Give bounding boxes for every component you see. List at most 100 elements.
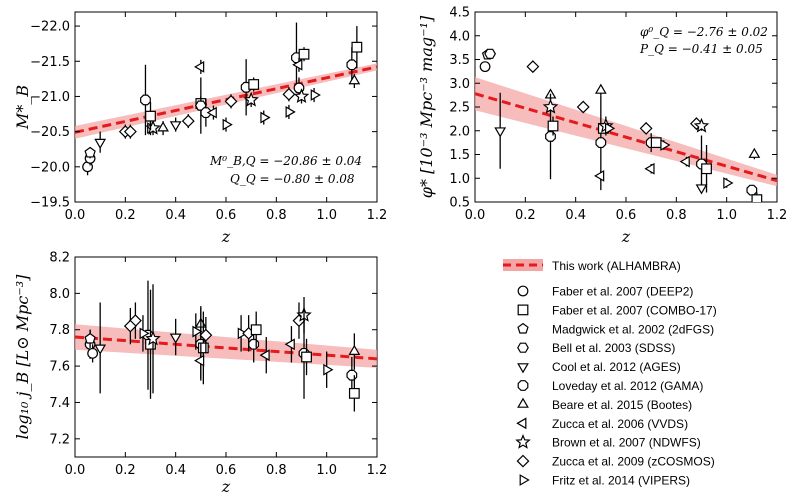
y-tick-label: 8.2	[49, 251, 70, 266]
x-tick-label: 0.2	[515, 208, 536, 223]
data-point-zucca2009	[639, 121, 653, 135]
legend-item-label: Faber et al. 2007 (DEEP2)	[552, 285, 693, 299]
fit-line	[75, 65, 377, 134]
data-point-faber_combo17	[145, 110, 156, 122]
x-tick-label: 0.8	[266, 463, 287, 478]
data-point-zucca2006	[292, 58, 303, 71]
y-tick-label: −21.0	[30, 90, 70, 105]
y-tick-label: 7.8	[49, 323, 70, 338]
data-point-fritz	[604, 122, 616, 135]
data-point-zucca2009	[123, 125, 137, 139]
data-point-fritz	[660, 139, 671, 151]
legend-fit-label: This work (ALHAMBRA)	[552, 259, 681, 273]
panel-phistar: 0.0 0.2 0.4 0.6 0.8 1.0 1.2 0.5 1.0 1.5 2.0 2.5 3.0 3…	[417, 6, 787, 247]
data-point-zucca2006	[194, 354, 205, 367]
y-tick-label: 4.0	[449, 29, 470, 44]
data-point-loveday	[346, 369, 358, 381]
triangle-down-icon	[517, 363, 529, 374]
data-point-beare	[348, 344, 361, 355]
y-axis-label: M*_B	[13, 85, 32, 130]
y-tick-label: 7.2	[49, 432, 70, 447]
data-point-fritz	[323, 363, 334, 376]
data-point-madgwick	[84, 146, 96, 158]
y-tick-label: −19.5	[30, 196, 70, 211]
legend-item-label: Faber et al. 2007 (COMBO-17)	[552, 303, 717, 317]
data-point-zucca2009	[224, 94, 238, 108]
data-point-cool	[94, 138, 107, 149]
data-point-faber_combo17	[250, 324, 262, 336]
legend-item-bell: Bell et al. 2003 (SDSS)	[517, 341, 675, 355]
data-point-faber_combo17	[298, 48, 310, 60]
data-point-fritz	[723, 177, 734, 189]
legend-item-cool: Cool et al. 2012 (AGES)	[517, 360, 681, 374]
x-tick-label: 0.6	[216, 463, 237, 478]
fit-uncertainty-band	[75, 324, 377, 368]
data-point-brown	[145, 330, 161, 346]
x-tick-label: 0.4	[165, 208, 186, 223]
data-point-zucca2009	[181, 114, 195, 128]
legend-item-madgwick: Madgwick et al. 2002 (2dFGS)	[517, 322, 714, 336]
data-point-beare	[594, 83, 607, 94]
x-tick-label: 0.0	[465, 208, 486, 223]
diamond-icon	[516, 454, 530, 468]
y-axis-label: φ* [10⁻³ Mpc⁻³ mag⁻¹]	[417, 15, 436, 198]
legend-item-faber_deep2: Faber et al. 2007 (DEEP2)	[517, 285, 693, 299]
data-point-zucca2006	[594, 169, 605, 182]
data-point-beare	[348, 74, 361, 85]
x-tick-label: 0.4	[565, 208, 586, 223]
legend-item-label: Bell et al. 2003 (SDSS)	[552, 341, 675, 355]
legend-item-label: Beare et al. 2015 (Bootes)	[552, 398, 692, 412]
circle-icon	[517, 285, 529, 297]
data-point-zucca2006	[194, 61, 205, 73]
data-point-cool	[94, 344, 107, 355]
data-point-cool	[494, 127, 507, 138]
data-point-faber_combo17	[701, 163, 712, 175]
data-point-zucca2009	[526, 60, 540, 74]
panel-jb: 0.0 0.2 0.4 0.6 0.8 1.0 1.27.27.47.67.88.08.2 …	[13, 251, 387, 497]
data-point-zucca2006	[644, 162, 655, 175]
x-tick-label: 1.0	[716, 208, 737, 223]
data-point-beare	[748, 147, 761, 158]
x-tick-label: 0.0	[65, 463, 86, 478]
triangle-right-icon	[519, 474, 530, 486]
square-icon	[517, 304, 529, 316]
legend-item-fritz: Fritz et al. 2014 (VIPERS)	[519, 474, 690, 488]
data-point-loveday	[346, 59, 358, 71]
legend-item-faber_combo17: Faber et al. 2007 (COMBO-17)	[517, 303, 717, 317]
legend-item-brown: Brown et al. 2007 (NDWFS)	[515, 434, 701, 450]
x-tick-label: 0.8	[266, 208, 287, 223]
data-point-fritz	[260, 111, 271, 124]
data-point-cool	[169, 121, 182, 132]
legend-item-loveday: Loveday et al. 2012 (GAMA)	[517, 379, 703, 393]
data-point-faber_combo17	[547, 120, 559, 132]
legend: This work (ALHAMBRA) Faber et al. 2007 (…	[503, 259, 717, 488]
data-point-zucca2006	[679, 155, 690, 168]
data-point-zucca2006	[284, 338, 295, 351]
y-tick-label: −20.5	[30, 125, 70, 140]
x-axis-label: z	[221, 227, 231, 246]
data-point-zucca2006	[206, 106, 217, 119]
star-icon	[515, 434, 531, 449]
data-point-fritz	[285, 106, 296, 118]
data-point-zucca2009	[282, 87, 296, 101]
data-point-zucca2009	[199, 328, 213, 342]
data-point-fritz	[139, 327, 150, 340]
data-point-brown	[293, 88, 310, 104]
x-tick-label: 1.2	[367, 208, 388, 223]
x-axis-label: z	[621, 227, 631, 246]
annotation-1: φ⁰_Q = −2.76 ± 0.02	[640, 25, 768, 39]
x-tick-label: 1.2	[767, 208, 788, 223]
data-point-faber_combo17	[751, 194, 763, 202]
data-point-loveday	[746, 184, 758, 196]
data-point-brown	[243, 91, 259, 107]
legend-item-beare: Beare et al. 2015 (Bootes)	[517, 397, 692, 412]
data-point-bell	[484, 48, 496, 59]
data-point-loveday	[200, 107, 212, 119]
data-point-madgwick	[84, 332, 96, 344]
y-tick-label: −22.0	[30, 20, 70, 35]
data-point-brown	[542, 98, 559, 114]
data-point-loveday	[595, 137, 607, 149]
y-tick-label: 7.6	[49, 360, 70, 375]
data-point-faber_combo17	[248, 79, 260, 90]
